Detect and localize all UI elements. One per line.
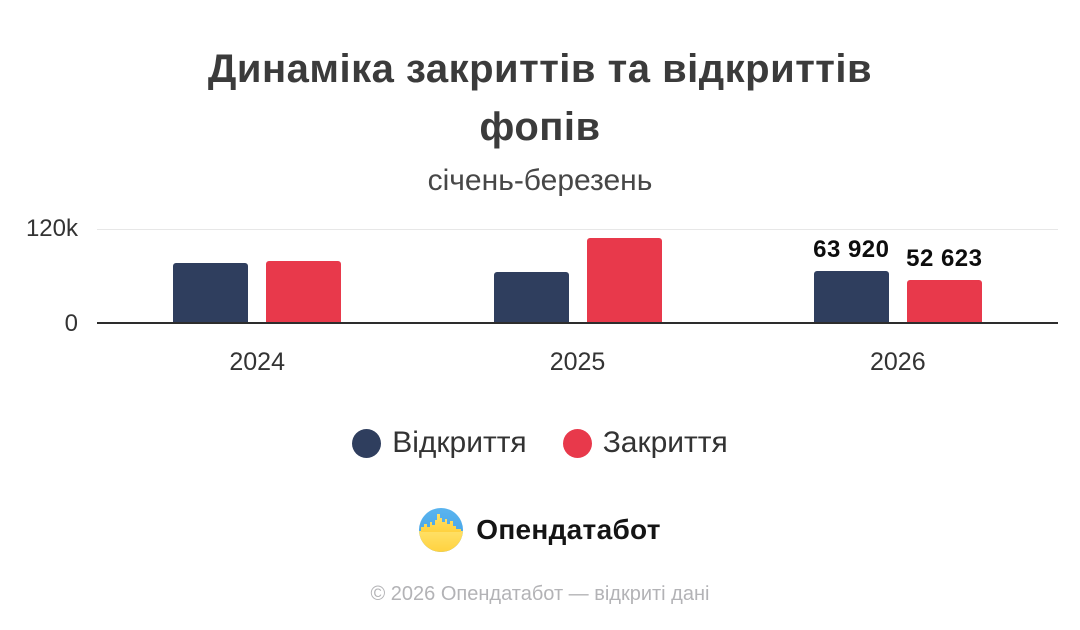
bar-value-label-closings-2026: 52 623	[906, 245, 983, 273]
x-axis-label-2025: 2025	[549, 348, 606, 376]
legend-dot-openings-icon	[352, 428, 382, 458]
legend-label-closings: Закриття	[602, 426, 728, 459]
chart-title: Динаміка закриттів та відкриттів фопів	[207, 47, 873, 149]
legend-label-openings: Відкриття	[392, 426, 527, 459]
y-tick-120k: 120k	[25, 215, 78, 242]
brand-name: Опендатабот	[476, 514, 661, 545]
bar-closings-2026	[906, 280, 982, 322]
bar-openings-2026	[813, 271, 889, 322]
bar-closings-2025	[586, 237, 662, 322]
x-axis-label-2024: 2024	[229, 348, 285, 376]
y-tick-0: 0	[64, 310, 78, 337]
legend: Відкриття Закриття	[0, 426, 1080, 460]
bar-openings-2024	[173, 263, 249, 322]
bar-value-label-openings-2026: 63 920	[813, 236, 890, 264]
x-axis-label-2026: 2026	[869, 348, 926, 376]
legend-dot-closings-icon	[562, 428, 592, 458]
bar-openings-2025	[493, 272, 569, 322]
chart-subtitle: січень-березень	[427, 164, 653, 197]
footer-copyright: © 2026 Опендатабот — відкриті дані	[370, 583, 710, 605]
plot-area: 63 920 52 623	[97, 229, 1058, 324]
legend-item-openings: Відкриття	[352, 426, 527, 460]
legend-item-closings: Закриття	[562, 426, 728, 460]
brand: Опендатабот	[0, 508, 1080, 552]
opendatabot-logo-icon	[419, 508, 464, 552]
bar-closings-2024	[266, 260, 342, 322]
